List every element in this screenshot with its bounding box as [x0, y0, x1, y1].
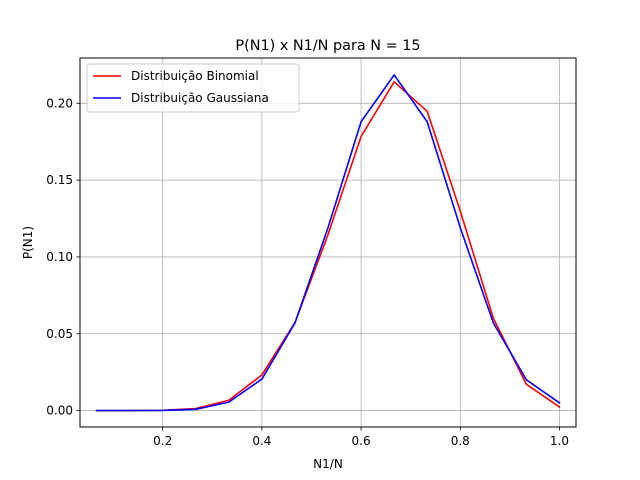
x-axis-label: N1/N — [313, 457, 343, 471]
y-tick-label: 0.05 — [46, 327, 73, 341]
x-tick-label: 0.2 — [153, 434, 172, 448]
y-tick-label: 0.00 — [46, 404, 73, 418]
plot-area-frame — [79, 57, 577, 428]
y-axis-label: P(N1) — [21, 226, 35, 259]
ticks: 0.2 0.4 0.6 0.8 1.0 0.00 0.05 0.10 0.15 0.20 — [46, 96, 569, 448]
legend-box — [86, 63, 300, 113]
series-line-gaussian — [95, 74, 561, 412]
series-layer — [95, 74, 561, 412]
grid — [80, 58, 576, 427]
y-tick-label: 0.10 — [46, 250, 73, 264]
x-tick-label: 0.8 — [451, 434, 470, 448]
y-tick-label: 0.15 — [46, 173, 73, 187]
x-tick-label: 1.0 — [550, 434, 569, 448]
y-tick-label: 0.20 — [46, 96, 73, 110]
legend-label-gaussian: Distribuição Gaussiana — [131, 91, 269, 105]
x-tick-label: 0.6 — [352, 434, 371, 448]
legend-label-binomial: Distribuição Binomial — [131, 69, 259, 83]
x-tick-label: 0.4 — [252, 434, 271, 448]
legend: Distribuição Binomial Distribuição Gauss… — [86, 63, 300, 113]
chart-title: P(N1) x N1/N para N = 15 — [235, 38, 420, 54]
